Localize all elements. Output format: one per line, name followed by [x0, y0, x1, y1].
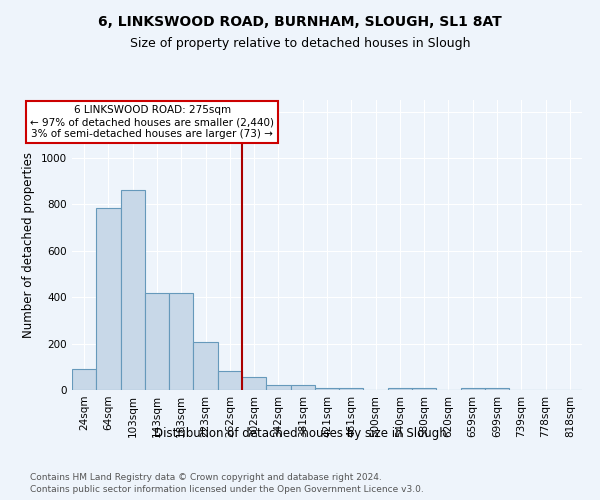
- Bar: [193, 342, 218, 390]
- Bar: [242, 377, 266, 390]
- Text: 6, LINKSWOOD ROAD, BURNHAM, SLOUGH, SL1 8AT: 6, LINKSWOOD ROAD, BURNHAM, SLOUGH, SL1 …: [98, 15, 502, 29]
- Bar: [218, 372, 242, 390]
- Y-axis label: Number of detached properties: Number of detached properties: [22, 152, 35, 338]
- Bar: [388, 388, 412, 390]
- Text: Contains public sector information licensed under the Open Government Licence v3: Contains public sector information licen…: [30, 485, 424, 494]
- Text: 6 LINKSWOOD ROAD: 275sqm
← 97% of detached houses are smaller (2,440)
3% of semi: 6 LINKSWOOD ROAD: 275sqm ← 97% of detach…: [30, 106, 274, 138]
- Bar: [169, 292, 193, 390]
- Bar: [485, 388, 509, 390]
- Text: Size of property relative to detached houses in Slough: Size of property relative to detached ho…: [130, 38, 470, 51]
- Text: Distribution of detached houses by size in Slough: Distribution of detached houses by size …: [154, 428, 446, 440]
- Bar: [266, 386, 290, 390]
- Bar: [145, 292, 169, 390]
- Bar: [121, 190, 145, 390]
- Text: Contains HM Land Registry data © Crown copyright and database right 2024.: Contains HM Land Registry data © Crown c…: [30, 472, 382, 482]
- Bar: [412, 388, 436, 390]
- Bar: [315, 388, 339, 390]
- Bar: [72, 369, 96, 390]
- Bar: [339, 388, 364, 390]
- Bar: [461, 388, 485, 390]
- Bar: [96, 208, 121, 390]
- Bar: [290, 386, 315, 390]
